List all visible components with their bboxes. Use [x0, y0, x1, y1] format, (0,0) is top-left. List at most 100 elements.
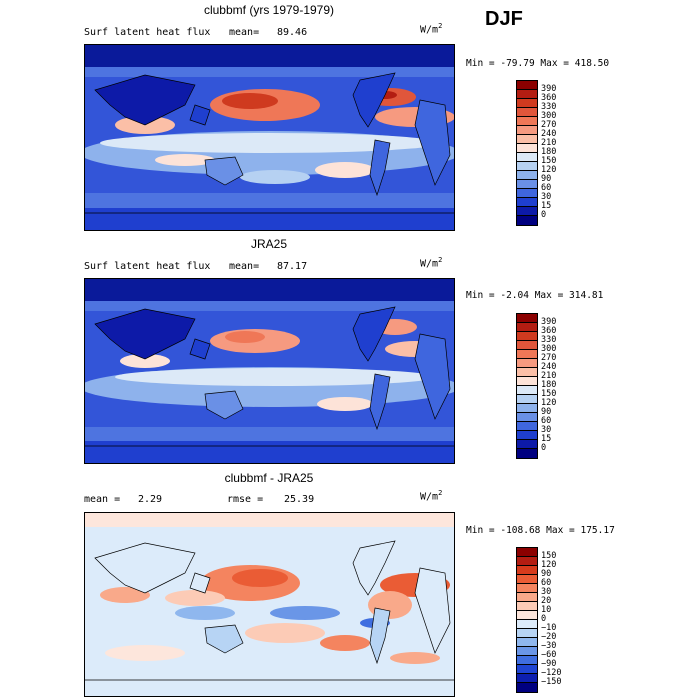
colorbar-tick-label: −90 [541, 659, 557, 669]
colorbar-tick-label: 300 [541, 344, 557, 354]
colorbar-swatch [517, 314, 537, 323]
colorbar-tick-label: 90 [541, 407, 552, 417]
colorbar-tick-label: 15 [541, 201, 552, 211]
colorbar-swatch [517, 656, 537, 665]
colorbar-tick-label: 330 [541, 335, 557, 345]
colorbar-tick-label: −20 [541, 632, 557, 642]
colorbar-tick-label: 270 [541, 353, 557, 363]
panel-3-units: W/m2 [420, 489, 443, 503]
colorbar-swatch [517, 620, 537, 629]
colorbar-tick-label: 90 [541, 174, 552, 184]
panel-1-field [85, 45, 454, 230]
colorbar-swatch [517, 341, 537, 350]
colorbar-swatch [517, 126, 537, 135]
colorbar-tick-label: 30 [541, 425, 552, 435]
colorbar-tick-label: 210 [541, 138, 557, 148]
panel-2-mean-value: 87.17 [277, 261, 308, 272]
colorbar-tick-label: 360 [541, 93, 557, 103]
panel-2-colorbar [516, 313, 538, 459]
colorbar-tick-label: 30 [541, 587, 552, 597]
colorbar-swatch [517, 683, 537, 692]
panel-3-map [84, 512, 455, 697]
colorbar-swatch [517, 611, 537, 620]
colorbar-swatch [517, 395, 537, 404]
colorbar-tick-label: 180 [541, 147, 557, 157]
panel-3-title: clubbmf - JRA25 [224, 471, 314, 485]
colorbar-swatch [517, 180, 537, 189]
colorbar-tick-label: 240 [541, 129, 557, 139]
colorbar-tick-label: 60 [541, 183, 552, 193]
panel-1-units: W/m2 [420, 22, 443, 36]
colorbar-tick-label: −10 [541, 623, 557, 633]
panel-2-mean-label: mean= [229, 261, 260, 272]
colorbar-swatch [517, 135, 537, 144]
colorbar-swatch [517, 171, 537, 180]
colorbar-swatch [517, 431, 537, 440]
colorbar-swatch [517, 386, 537, 395]
panel-3-rmse-label: rmse = [227, 494, 264, 505]
panel-3-colorbar-ticks: 150 120 90 60 30 20 10 0 −10 −20 −30 −60 −90 −120 −150 [541, 547, 581, 691]
colorbar-tick-label: 210 [541, 371, 557, 381]
panel-3-field [85, 513, 454, 696]
colorbar-tick-label: 0 [541, 614, 547, 624]
panel-1-mean-label: mean= [229, 27, 260, 38]
colorbar-swatch [517, 593, 537, 602]
colorbar-swatch [517, 665, 537, 674]
colorbar-tick-label: 330 [541, 102, 557, 112]
colorbar-tick-label: 390 [541, 317, 557, 327]
colorbar-tick-label: 120 [541, 398, 557, 408]
panel-2-map [84, 278, 455, 464]
colorbar-tick-label: 150 [541, 156, 557, 166]
panel-2-units: W/m2 [420, 256, 443, 270]
colorbar-swatch [517, 198, 537, 207]
colorbar-tick-label: 360 [541, 326, 557, 336]
colorbar-swatch [517, 647, 537, 656]
colorbar-tick-label: 270 [541, 120, 557, 130]
panel-3-rmse-value: 25.39 [284, 494, 315, 505]
colorbar-swatch [517, 216, 537, 225]
panel-2-field [85, 279, 454, 463]
colorbar-tick-label: 20 [541, 596, 552, 606]
colorbar-tick-label: 240 [541, 362, 557, 372]
colorbar-tick-label: 60 [541, 578, 552, 588]
colorbar-tick-label: 0 [541, 443, 547, 453]
colorbar-tick-label: −120 [541, 668, 562, 678]
colorbar-swatch [517, 449, 537, 458]
colorbar-tick-label: −150 [541, 677, 562, 687]
colorbar-swatch [517, 404, 537, 413]
colorbar-swatch [517, 602, 537, 611]
panel-1-title: clubbmf (yrs 1979-1979) [203, 3, 335, 17]
colorbar-tick-label: 90 [541, 569, 552, 579]
panel-3-mean-label: mean = [84, 494, 121, 505]
colorbar-swatch [517, 575, 537, 584]
colorbar-tick-label: −30 [541, 641, 557, 651]
colorbar-swatch [517, 90, 537, 99]
panel-1-mean-value: 89.46 [277, 27, 308, 38]
panel-2-colorbar-ticks: 390 360 330 300 270 240 210 180 150 120 90 60 30 15 0 [541, 313, 581, 457]
colorbar-tick-label: 120 [541, 165, 557, 175]
colorbar-tick-label: −60 [541, 650, 557, 660]
colorbar-tick-label: 60 [541, 416, 552, 426]
colorbar-swatch [517, 557, 537, 566]
colorbar-swatch [517, 422, 537, 431]
panel-1-colorbar-ticks: 390 360 330 300 270 240 210 180 150 120 90 60 30 15 0 [541, 80, 581, 224]
colorbar-tick-label: 150 [541, 389, 557, 399]
colorbar-swatch [517, 359, 537, 368]
colorbar-swatch [517, 332, 537, 341]
colorbar-swatch [517, 144, 537, 153]
colorbar-swatch [517, 162, 537, 171]
colorbar-swatch [517, 153, 537, 162]
colorbar-swatch [517, 350, 537, 359]
colorbar-swatch [517, 368, 537, 377]
colorbar-tick-label: 390 [541, 84, 557, 94]
colorbar-tick-label: 10 [541, 605, 552, 615]
colorbar-swatch [517, 117, 537, 126]
panel-1-colorbar [516, 80, 538, 226]
colorbar-tick-label: 0 [541, 210, 547, 220]
colorbar-tick-label: 150 [541, 551, 557, 561]
colorbar-swatch [517, 81, 537, 90]
colorbar-swatch [517, 323, 537, 332]
colorbar-tick-label: 120 [541, 560, 557, 570]
colorbar-swatch [517, 584, 537, 593]
panel-3-minmax: Min = -108.68 Max = 175.17 [466, 525, 615, 536]
